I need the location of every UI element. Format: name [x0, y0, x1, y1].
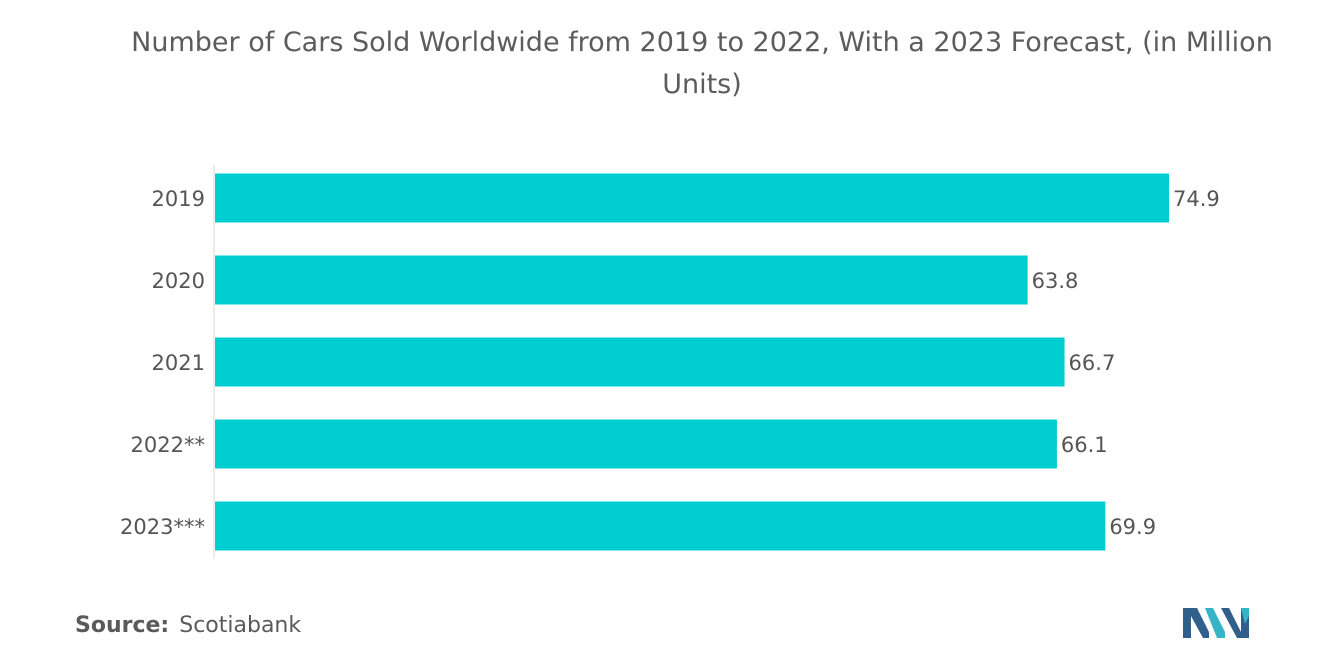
bar — [215, 255, 1028, 305]
source-note: Source: Scotiabank — [75, 613, 301, 638]
bar — [215, 419, 1057, 469]
category-tick-label: 2023*** — [120, 515, 205, 539]
bar — [215, 501, 1106, 551]
bar — [215, 337, 1065, 387]
category-tick-label: 2022** — [131, 433, 205, 457]
bar-chart: 2019 74.9 2020 63.8 2021 66.7 2022** 66.1 2023**… — [120, 165, 1220, 559]
data-label: 63.8 — [1032, 269, 1079, 293]
category-tick-label: 2021 — [152, 351, 205, 375]
category-tick-label: 2020 — [152, 269, 205, 293]
data-label: 66.7 — [1069, 351, 1116, 375]
data-label: 69.9 — [1109, 515, 1156, 539]
source-value: Scotiabank — [179, 613, 302, 638]
data-label: 66.1 — [1061, 433, 1108, 457]
bar — [215, 173, 1169, 223]
data-label: 74.9 — [1173, 187, 1220, 211]
mordor-intelligence-logo-icon — [1183, 608, 1249, 638]
source-label: Source: — [75, 613, 170, 638]
category-tick-label: 2019 — [152, 187, 205, 211]
chart-title: Number of Cars Sold Worldwide from 2019 … — [131, 27, 1273, 100]
